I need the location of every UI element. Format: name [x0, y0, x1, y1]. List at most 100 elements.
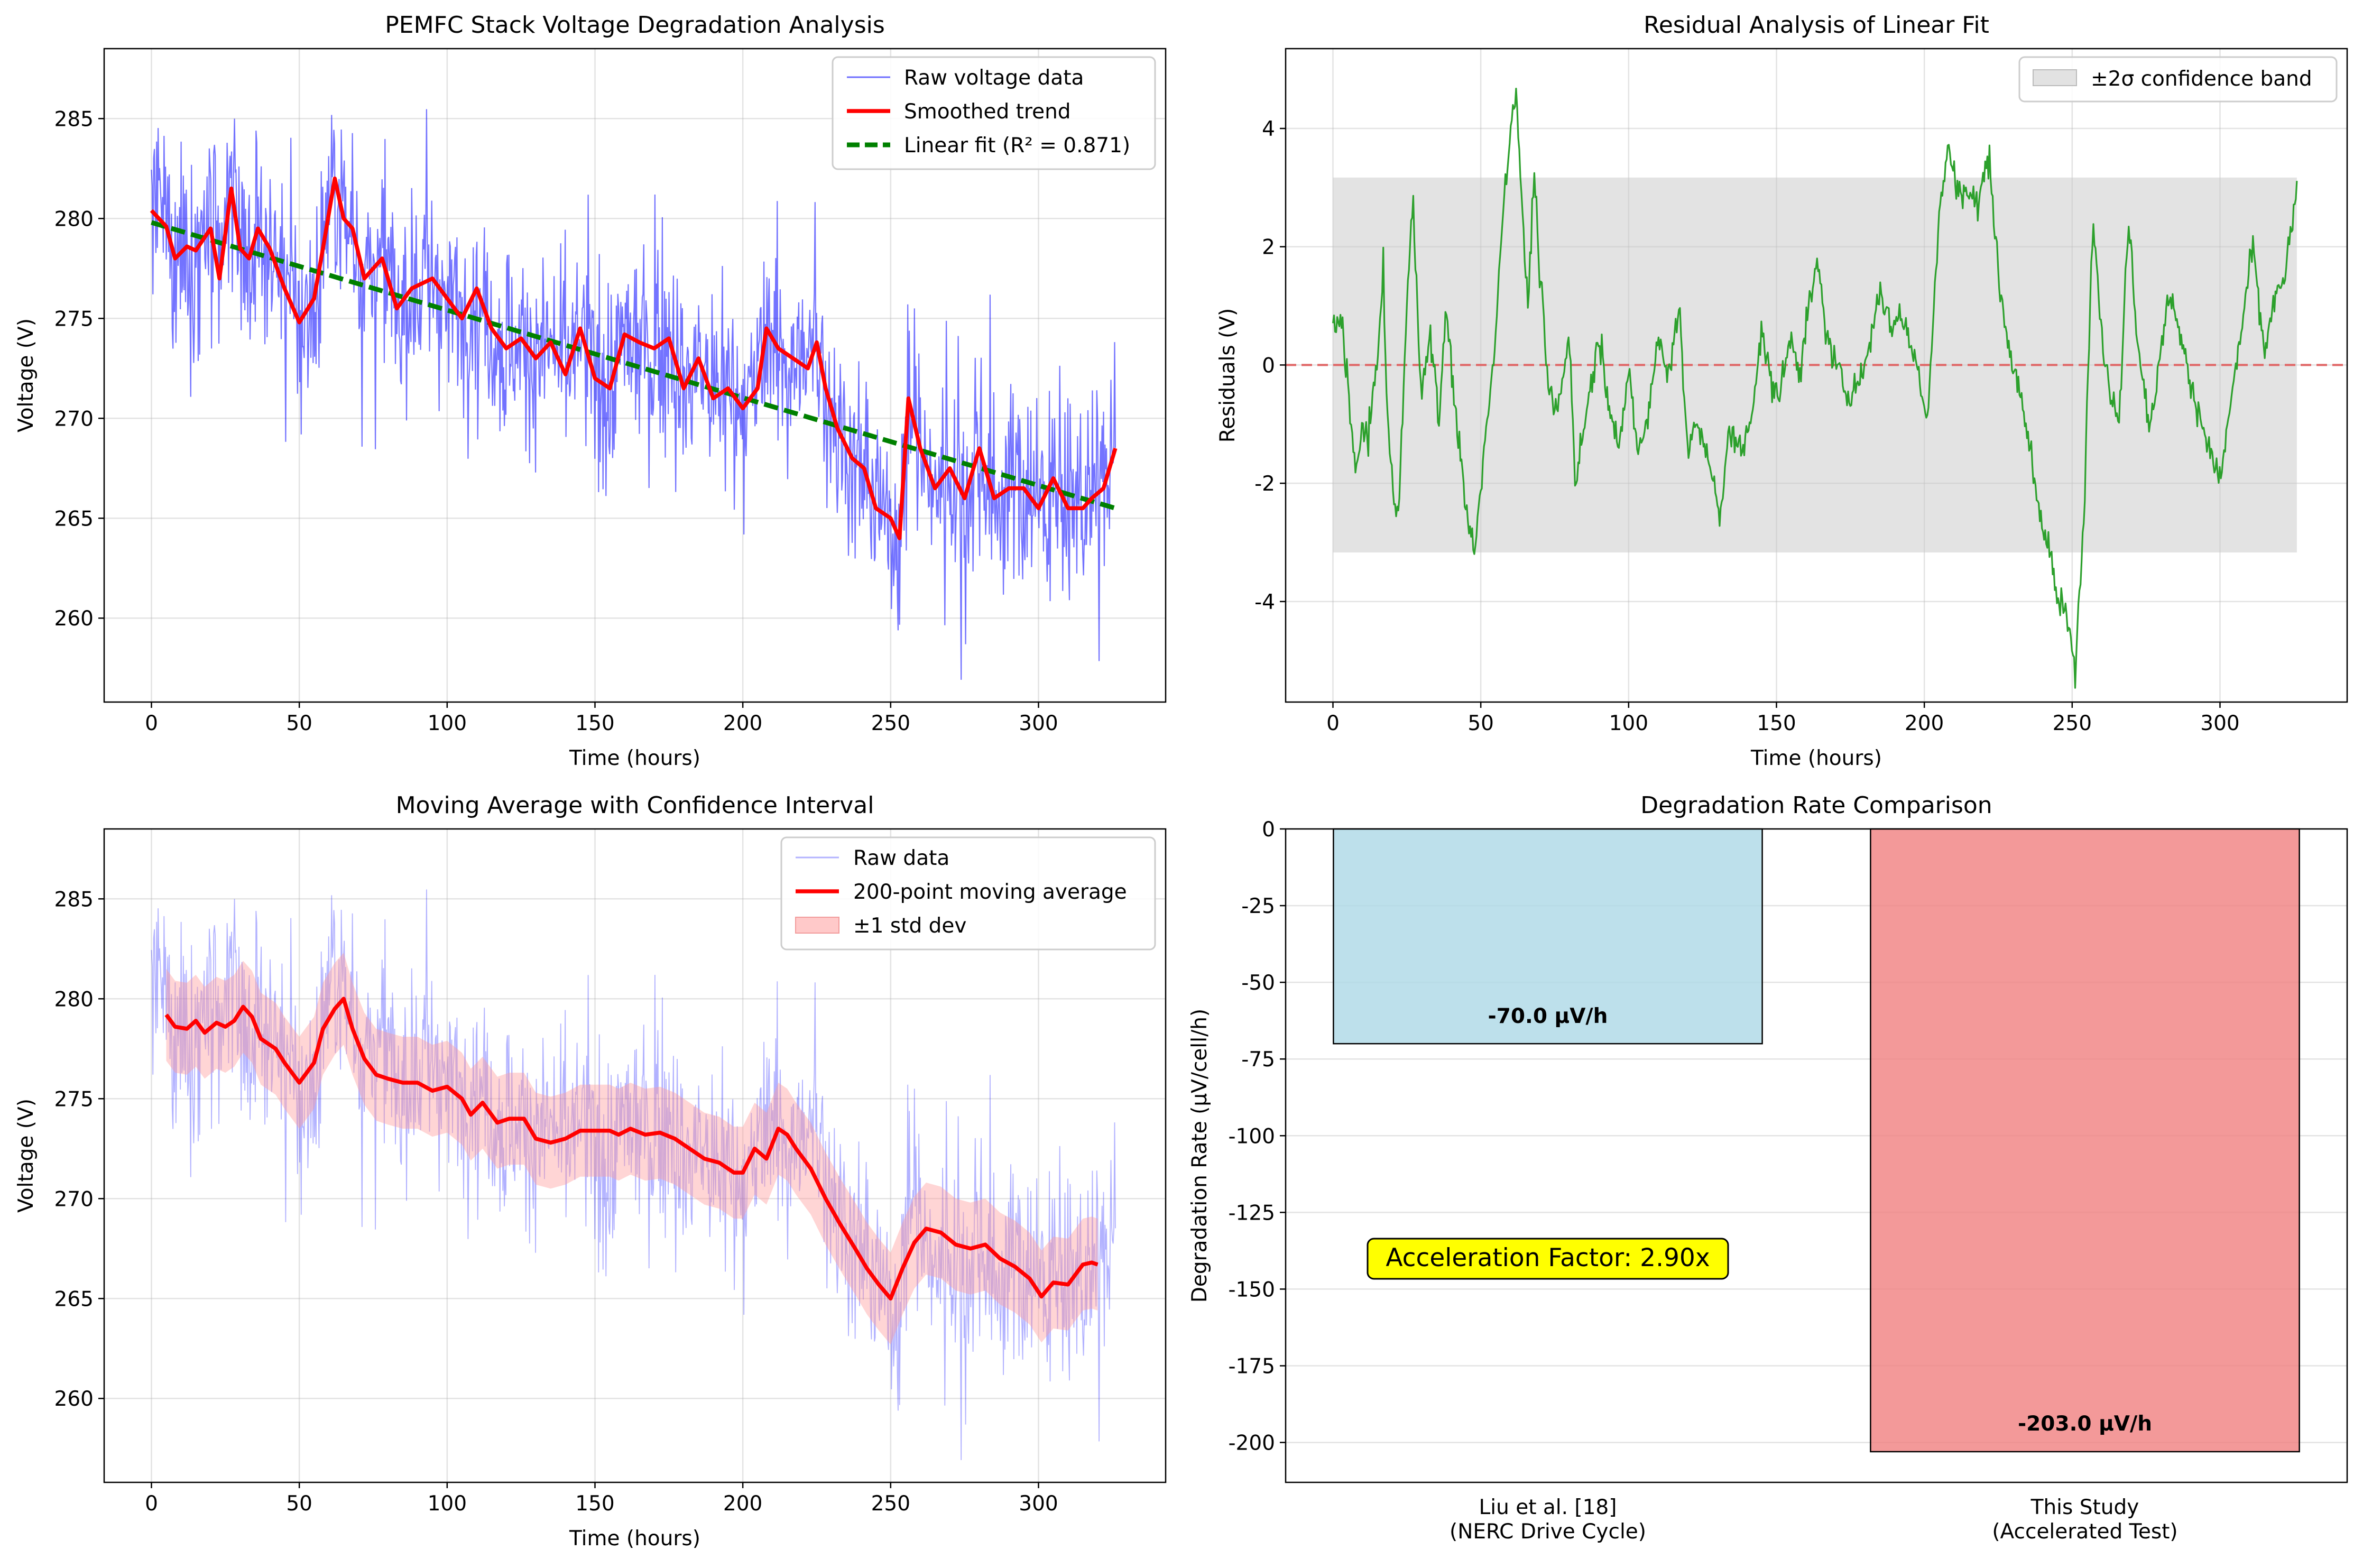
legend-smoothed-label: Smoothed trend — [904, 100, 1071, 124]
voltage-smoothed-line — [150, 176, 1118, 540]
degradation-rate-ytick-label-0: 0 — [1262, 818, 1275, 842]
voltage-xtick-label-1: 50 — [286, 712, 312, 735]
moving-average-ytick-label-2: 270 — [54, 1187, 94, 1211]
bar-this-study — [1870, 828, 2300, 1453]
legend-band-swatch — [2033, 69, 2077, 86]
bar-liu-value-label: -70.0 μV/h — [1488, 1004, 1608, 1028]
voltage-linear-fit-line — [151, 220, 1116, 511]
voltage-legend: Raw voltage data Smoothed trend Linear f… — [832, 56, 1156, 170]
degradation-rate-axes-frame — [1285, 828, 2348, 1483]
moving-average-legend-box — [780, 836, 1156, 951]
moving-average-panel: 0 50 100 150 200 250 300 260 265 270 275 280 285 Mov… — [14, 792, 1167, 1551]
voltage-ytick-label-1: 265 — [54, 507, 94, 531]
voltage-ytick-label-0: 260 — [54, 607, 94, 631]
residual-xtick-label-4: 200 — [1905, 712, 1944, 735]
moving-average-xtick-label-2: 100 — [428, 1492, 467, 1516]
moving-average-xlabel: Time (hours) — [569, 1527, 700, 1551]
degradation-rate-ytick-label-6: -150 — [1228, 1278, 1275, 1302]
bar-this-study-value-label: -203.0 μV/h — [2018, 1412, 2152, 1436]
moving-average-xtick-label-6: 300 — [1019, 1492, 1058, 1516]
degradation-rate-ytick-label-7: -175 — [1228, 1354, 1275, 1378]
residual-legend-box — [2018, 56, 2338, 103]
moving-average-grid — [104, 829, 1166, 1482]
voltage-xtick-label-6: 300 — [1019, 712, 1058, 735]
residual-xtick-label-6: 300 — [2200, 712, 2239, 735]
category-liu-line2: (NERC Drive Cycle) — [1450, 1520, 1646, 1544]
moving-average-xtick-label-5: 250 — [871, 1492, 910, 1516]
voltage-xtick-label-2: 100 — [428, 712, 467, 735]
residual-ytick-label-4: 4 — [1262, 117, 1275, 141]
degradation-rate-panel: 0 -25 -50 -75 -100 -125 -150 -175 -200 -70.0 μV/… — [1188, 792, 2348, 1544]
degradation-rate-ytick-label-1: -25 — [1241, 894, 1275, 918]
legend-std-dev-label: ±1 std dev — [853, 914, 966, 938]
legend-band-label: ±2σ confidence band — [2091, 67, 2312, 91]
residual-legend: ±2σ confidence band — [2018, 56, 2338, 103]
category-this-study-line1: This Study — [2030, 1496, 2139, 1519]
voltage-ylabel: Voltage (V) — [14, 318, 38, 432]
voltage-xtick-label-5: 250 — [871, 712, 910, 735]
legend-raw-label: Raw voltage data — [904, 66, 1084, 90]
residual-ytick-label-2: 0 — [1262, 354, 1275, 377]
degradation-rate-ytick-label-4: -100 — [1228, 1124, 1275, 1148]
degradation-rate-ytick-label-5: -125 — [1228, 1201, 1275, 1225]
legend-linear-fit-label: Linear fit (R² = 0.871) — [904, 134, 1130, 158]
residual-ylabel: Residuals (V) — [1216, 308, 1240, 443]
moving-average-ytick-label-4: 280 — [54, 988, 94, 1011]
voltage-xtick-label-4: 200 — [723, 712, 762, 735]
residual-ytick-label-1: -2 — [1254, 472, 1275, 496]
voltage-panel: 0 50 100 150 200 250 300 260 265 270 275 280 285 PEM… — [14, 12, 1167, 770]
moving-average-line — [164, 997, 1099, 1301]
voltage-ytick-label-3: 275 — [54, 307, 94, 331]
bar-liu — [1333, 828, 1763, 1045]
moving-average-std-band — [166, 953, 1098, 1345]
degradation-rate-title: Degradation Rate Comparison — [1640, 792, 1992, 819]
voltage-legend-box — [832, 56, 1156, 170]
voltage-axes-frame — [103, 48, 1167, 703]
degradation-rate-ticks: 0 -25 -50 -75 -100 -125 -150 -175 -200 — [1228, 818, 1286, 1455]
moving-average-axes-frame — [103, 828, 1167, 1483]
voltage-xtick-label-0: 0 — [145, 712, 158, 735]
residual-xtick-label-0: 0 — [1326, 712, 1340, 735]
category-this-study-line2: (Accelerated Test) — [1992, 1520, 2177, 1544]
voltage-xlabel: Time (hours) — [569, 746, 700, 770]
legend-raw-data-label: Raw data — [853, 846, 949, 870]
residual-ticks: 0 50 100 150 200 250 300 -4 -2 0 2 4 — [1254, 117, 2240, 735]
moving-average-ytick-label-1: 265 — [54, 1287, 94, 1311]
moving-average-ytick-label-5: 285 — [54, 888, 94, 911]
category-liu-line1: Liu et al. [18] — [1479, 1496, 1617, 1519]
residual-panel: 0 50 100 150 200 250 300 -4 -2 0 2 4 Residual Analy… — [1216, 12, 2348, 770]
voltage-ticks: 0 50 100 150 200 250 300 260 265 270 275 280 285 — [54, 107, 1058, 735]
voltage-ytick-label-2: 270 — [54, 407, 94, 431]
residual-xtick-label-1: 50 — [1467, 712, 1494, 735]
moving-average-xtick-label-4: 200 — [723, 1492, 762, 1516]
moving-average-title: Moving Average with Confidence Interval — [396, 792, 874, 819]
voltage-title: PEMFC Stack Voltage Degradation Analysis — [385, 12, 885, 39]
moving-average-xtick-label-0: 0 — [145, 1492, 158, 1516]
moving-average-legend: Raw data 200-point moving average ±1 std… — [780, 836, 1156, 951]
voltage-ytick-label-5: 285 — [54, 107, 94, 131]
moving-average-ytick-label-3: 275 — [54, 1087, 94, 1111]
moving-average-ticks: 0 50 100 150 200 250 300 260 265 270 275 280 285 — [54, 888, 1058, 1516]
degradation-rate-ylabel: Degradation Rate (μV/cell/h) — [1188, 1009, 1212, 1303]
legend-std-dev-swatch — [795, 917, 839, 934]
voltage-xtick-label-3: 150 — [575, 712, 614, 735]
moving-average-ytick-label-0: 260 — [54, 1387, 94, 1411]
degradation-rate-ytick-label-3: -75 — [1241, 1048, 1275, 1072]
acceleration-annotation-text: Acceleration Factor: 2.90x — [1386, 1243, 1710, 1272]
residual-title: Residual Analysis of Linear Fit — [1644, 12, 1989, 39]
moving-average-xtick-label-3: 150 — [575, 1492, 614, 1516]
residual-xlabel: Time (hours) — [1750, 746, 1882, 770]
legend-moving-average-label: 200-point moving average — [853, 880, 1127, 904]
degradation-rate-ytick-label-2: -50 — [1241, 971, 1275, 995]
moving-average-ylabel: Voltage (V) — [14, 1099, 38, 1213]
residual-line — [1332, 88, 2298, 689]
voltage-ytick-label-4: 280 — [54, 207, 94, 231]
moving-average-xtick-label-1: 50 — [286, 1492, 312, 1516]
acceleration-annotation-box — [1367, 1238, 1729, 1280]
residual-ytick-label-3: 2 — [1262, 236, 1275, 260]
residual-xtick-label-2: 100 — [1609, 712, 1648, 735]
residual-axes-frame — [1285, 48, 2348, 703]
voltage-raw-line — [151, 109, 1116, 680]
acceleration-annotation: Acceleration Factor: 2.90x — [1367, 1238, 1729, 1280]
